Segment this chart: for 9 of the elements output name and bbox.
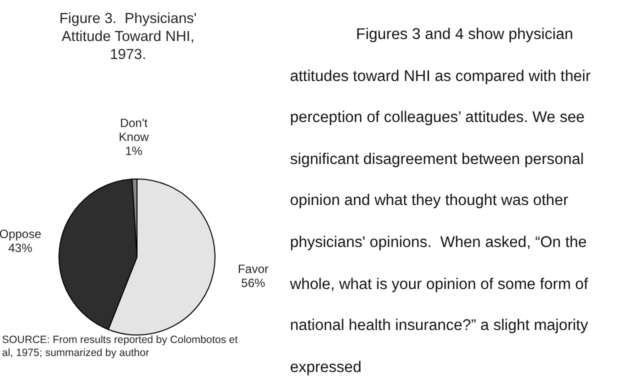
chart-title: Figure 3. Physicians' Attitude Toward NHI, 1973. bbox=[58, 10, 198, 64]
slice-label: Don't Know bbox=[118, 116, 150, 144]
data-label: 43% bbox=[8, 241, 33, 256]
text: Figures 3 and 4 show physician attitudes toward NHI as compared with their perception of colleagues’ attitudes. We see significant disagreement between personal opinion and what they thought was other physicians' opinions. When asked, “On the whole, what is your opinion of some form of national health insurance?” a slight majority expressed bbox=[290, 26, 591, 376]
data-label: 1% bbox=[125, 144, 143, 158]
slice-label: Favor bbox=[238, 262, 269, 276]
data-label: 56% bbox=[241, 276, 266, 290]
source-note: SOURCE: From results reported by Colombotos et al, 1975; summarized by author bbox=[2, 334, 239, 360]
slice-label: Oppose bbox=[0, 227, 42, 242]
